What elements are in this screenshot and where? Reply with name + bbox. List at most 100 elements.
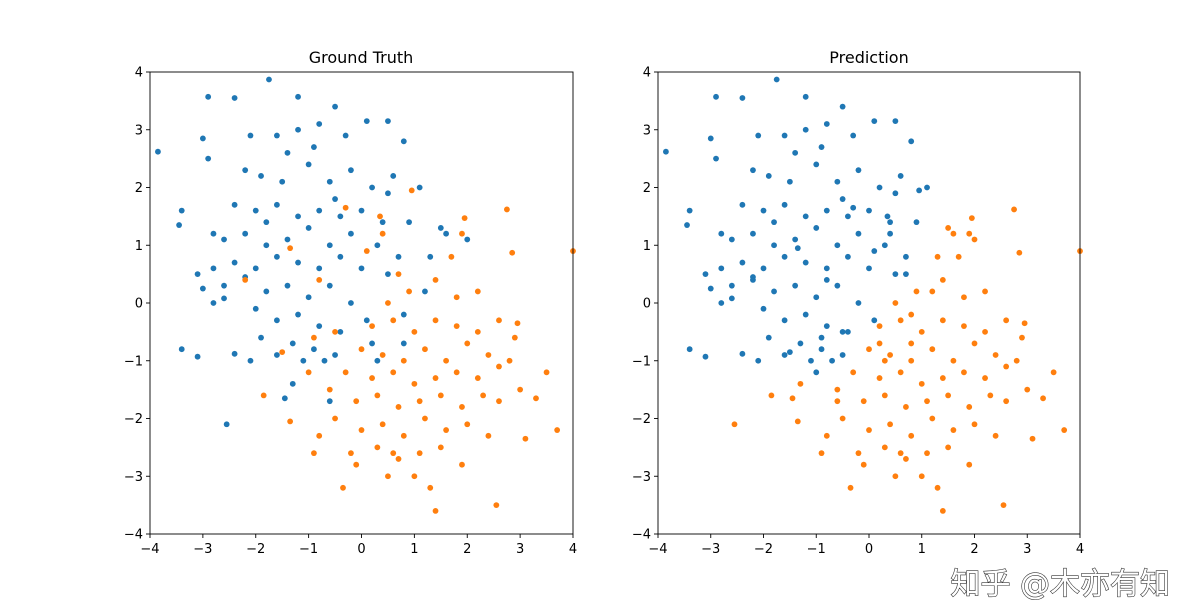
point-class-0: [247, 132, 254, 139]
point-class-0: [818, 346, 825, 353]
prediction-title: Prediction: [829, 48, 908, 67]
point-class-1: [316, 432, 323, 439]
point-class-0: [818, 334, 825, 341]
x-tick-label: −3: [701, 542, 720, 557]
point-class-0: [855, 230, 862, 237]
ground-truth-title: Ground Truth: [309, 48, 414, 67]
point-class-0: [802, 93, 809, 100]
y-tick-label: −2: [632, 412, 651, 427]
x-tick-label: 0: [357, 542, 365, 557]
point-class-0: [739, 95, 746, 101]
x-tick-label: −1: [807, 542, 826, 557]
point-class-1: [342, 204, 349, 211]
x-tick-label: 1: [918, 542, 926, 557]
x-tick-label: 2: [463, 542, 471, 557]
point-class-0: [728, 295, 735, 302]
y-tick-label: 3: [135, 123, 143, 138]
point-class-0: [348, 167, 354, 174]
point-class-1: [1061, 427, 1068, 433]
point-class-1: [850, 369, 857, 376]
point-class-1: [379, 352, 386, 358]
point-class-0: [702, 271, 709, 278]
point-class-0: [205, 155, 212, 162]
point-class-1: [924, 398, 930, 405]
scatter-points: [155, 76, 576, 514]
point-class-0: [210, 300, 217, 306]
point-class-0: [892, 271, 899, 278]
point-class-0: [326, 242, 333, 249]
point-class-1: [966, 461, 973, 468]
point-class-1: [453, 369, 460, 376]
point-class-1: [950, 357, 957, 364]
point-class-0: [199, 135, 206, 142]
point-class-1: [374, 444, 381, 451]
point-class-0: [205, 93, 212, 100]
point-class-0: [210, 265, 217, 272]
point-class-1: [311, 334, 317, 341]
point-class-1: [406, 288, 412, 295]
point-class-0: [316, 207, 323, 214]
point-class-0: [311, 346, 317, 353]
x-tick-label: 1: [410, 542, 418, 557]
y-tick-label: −4: [124, 528, 143, 543]
point-class-1: [834, 398, 841, 405]
point-class-1: [485, 352, 492, 358]
point-class-1: [1003, 363, 1010, 370]
point-class-0: [274, 352, 280, 358]
point-class-1: [379, 230, 386, 237]
point-class-1: [474, 328, 481, 335]
point-class-1: [260, 392, 267, 399]
point-class-0: [379, 219, 386, 226]
point-class-1: [897, 369, 904, 376]
prediction-panel: Prediction −4 −3 −2 −1 0 1 2 3 4 −4 −3 −2 −1 0 1 2 3 4: [632, 48, 1084, 557]
point-class-1: [485, 432, 492, 439]
point-class-0: [332, 103, 338, 110]
point-class-0: [713, 93, 719, 100]
x-tick-label: −2: [754, 542, 773, 557]
point-class-0: [358, 207, 365, 214]
point-class-1: [908, 357, 915, 364]
point-class-1: [533, 395, 539, 402]
point-class-1: [437, 392, 444, 399]
point-class-1: [448, 253, 455, 260]
point-class-0: [702, 353, 709, 360]
point-class-1: [1024, 386, 1031, 393]
point-class-1: [496, 317, 502, 324]
point-class-0: [263, 242, 270, 249]
point-class-1: [929, 288, 936, 295]
point-class-0: [887, 230, 893, 237]
point-class-1: [379, 421, 386, 428]
point-class-0: [210, 230, 217, 237]
point-class-1: [416, 398, 423, 405]
point-class-0: [337, 328, 344, 335]
point-class-1: [543, 369, 550, 376]
point-class-1: [369, 323, 375, 329]
point-class-0: [913, 219, 920, 226]
point-class-1: [385, 300, 391, 306]
point-class-0: [823, 323, 830, 329]
point-class-1: [511, 334, 518, 341]
point-class-1: [860, 461, 867, 468]
point-class-0: [823, 265, 830, 272]
x-tick-label: 3: [1023, 542, 1031, 557]
point-class-0: [903, 253, 909, 260]
point-class-1: [1013, 357, 1020, 364]
point-class-1: [326, 386, 333, 393]
point-class-0: [755, 357, 762, 364]
point-class-1: [1019, 334, 1025, 341]
point-class-0: [281, 395, 288, 402]
point-class-0: [686, 207, 693, 214]
point-class-0: [274, 201, 280, 208]
point-class-0: [266, 76, 272, 83]
point-class-1: [453, 294, 460, 301]
watermark: 知乎 @木亦有知: [950, 567, 1170, 600]
y-tick-label: −1: [632, 354, 651, 369]
point-class-0: [326, 282, 333, 289]
point-class-0: [385, 190, 391, 197]
point-class-1: [971, 236, 978, 243]
point-class-0: [247, 357, 254, 364]
point-class-1: [305, 369, 312, 376]
point-class-0: [765, 173, 772, 179]
point-class-1: [818, 450, 825, 457]
